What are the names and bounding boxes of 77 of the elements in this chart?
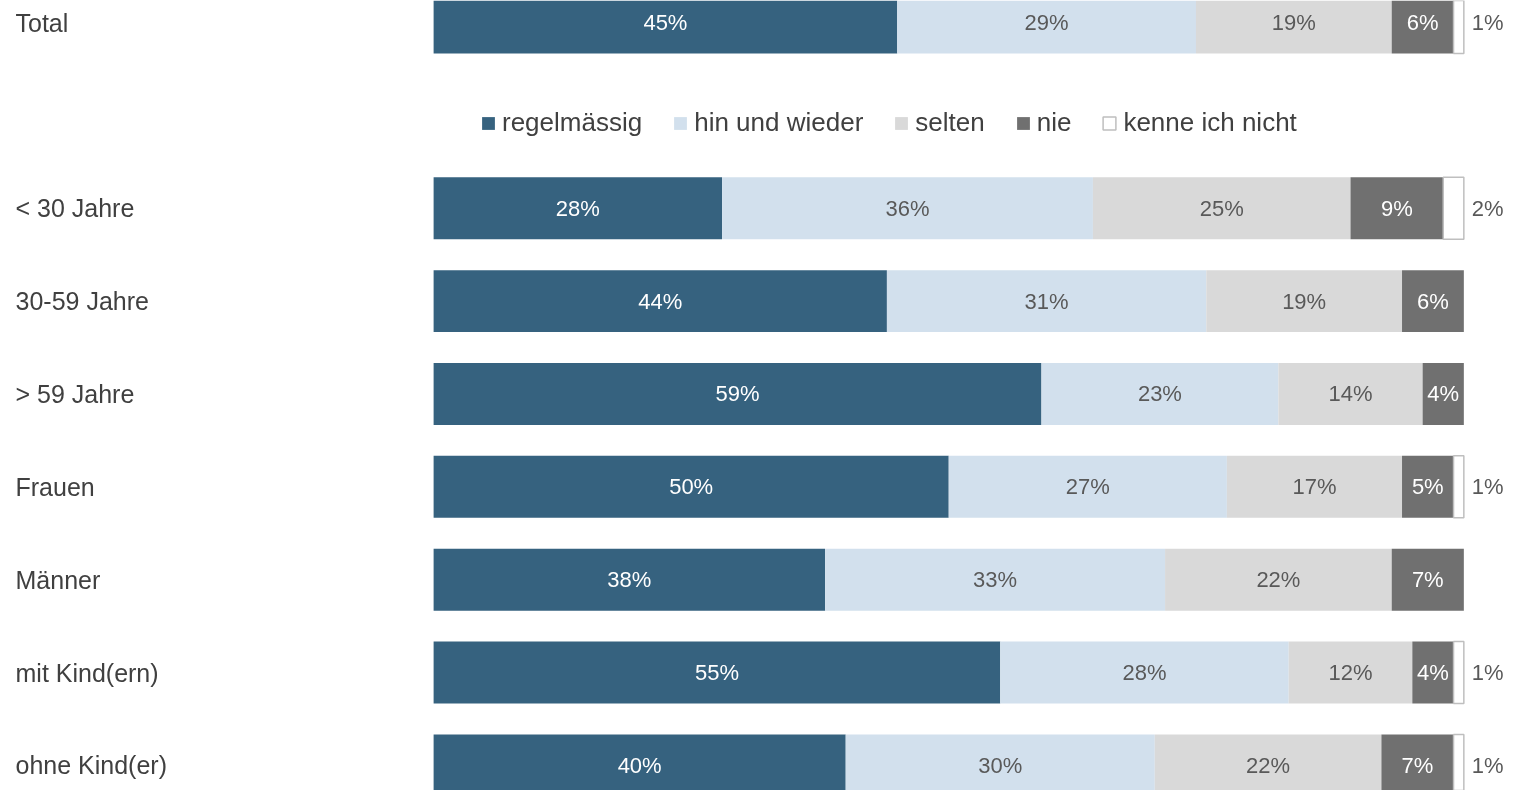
legend-label: regelmässig <box>502 107 643 138</box>
bar <box>886 270 1207 333</box>
bar <box>1206 270 1403 333</box>
data-label: 1% <box>1471 474 1504 500</box>
bar <box>1165 548 1392 611</box>
bar <box>433 548 826 611</box>
bar <box>722 177 1093 240</box>
y-tick-label: Männer <box>15 565 101 594</box>
bar <box>433 363 1042 425</box>
bar <box>1402 270 1464 333</box>
bar <box>1402 455 1454 518</box>
legend-label: kenne ich nicht <box>1123 107 1297 138</box>
legend-label: hin und wieder <box>694 107 864 138</box>
data-label: 44% <box>638 288 683 314</box>
y-tick-label: Total <box>15 8 69 37</box>
data-label: 50% <box>669 474 714 500</box>
bar <box>433 455 949 518</box>
data-label: 45% <box>643 10 688 36</box>
data-label: 38% <box>607 567 652 593</box>
data-label: 6% <box>1406 10 1439 36</box>
bar <box>1452 640 1465 705</box>
y-tick-label: < 30 Jahre <box>15 194 135 223</box>
data-label: 19% <box>1271 10 1316 36</box>
data-label: 4% <box>1417 660 1449 686</box>
data-label: 5% <box>1411 474 1444 500</box>
data-label: 2% <box>1471 195 1504 221</box>
bar <box>433 177 723 240</box>
bar <box>825 548 1166 611</box>
bar <box>1422 363 1464 425</box>
legend-label: nie <box>1036 107 1072 138</box>
y-tick-label: ohne Kind(er) <box>15 751 167 780</box>
data-label: 17% <box>1292 474 1337 500</box>
bar <box>948 455 1227 518</box>
data-label: 31% <box>1024 288 1069 314</box>
data-label: 7% <box>1411 567 1444 593</box>
data-label: 4% <box>1427 381 1460 407</box>
data-label: 55% <box>694 660 739 686</box>
data-label: 1% <box>1471 10 1504 36</box>
bar <box>1000 641 1289 704</box>
data-label: 22% <box>1246 752 1291 778</box>
data-label: 14% <box>1328 381 1373 407</box>
y-tick-label: mit Kind(ern) <box>15 658 159 687</box>
data-label: 7% <box>1401 752 1434 778</box>
bar <box>1278 363 1423 425</box>
data-label: 1% <box>1471 660 1504 686</box>
legend-label: selten <box>915 107 985 138</box>
bar <box>433 641 1001 704</box>
data-label: 22% <box>1256 567 1301 593</box>
data-label: 30% <box>978 752 1023 778</box>
bar <box>1092 177 1351 240</box>
y-tick-label: Frauen <box>15 472 95 501</box>
y-tick-label: 30-59 Jahre <box>15 287 149 316</box>
bar <box>1226 455 1403 518</box>
data-label: 12% <box>1328 660 1373 686</box>
bar <box>1442 176 1465 240</box>
bar <box>1350 177 1444 240</box>
data-label: 29% <box>1024 10 1069 36</box>
data-label: 28% <box>1122 660 1167 686</box>
data-label: 36% <box>885 195 930 221</box>
data-label: 9% <box>1380 195 1413 221</box>
bar <box>1452 455 1465 519</box>
data-label: 25% <box>1199 195 1244 221</box>
bar <box>1391 548 1464 611</box>
bar <box>1412 641 1454 704</box>
y-tick-label: > 59 Jahre <box>15 379 135 408</box>
data-label: 28% <box>555 195 600 221</box>
data-label: 59% <box>715 381 760 407</box>
data-label: 40% <box>617 752 662 778</box>
data-label: 23% <box>1137 381 1182 407</box>
bar <box>1288 641 1413 704</box>
data-label: 6% <box>1417 288 1449 314</box>
bar <box>1041 363 1279 425</box>
data-label: 1% <box>1471 752 1504 778</box>
data-label: 19% <box>1282 288 1327 314</box>
bar <box>433 270 887 333</box>
data-label: 33% <box>973 567 1018 593</box>
data-label: 27% <box>1065 474 1110 500</box>
